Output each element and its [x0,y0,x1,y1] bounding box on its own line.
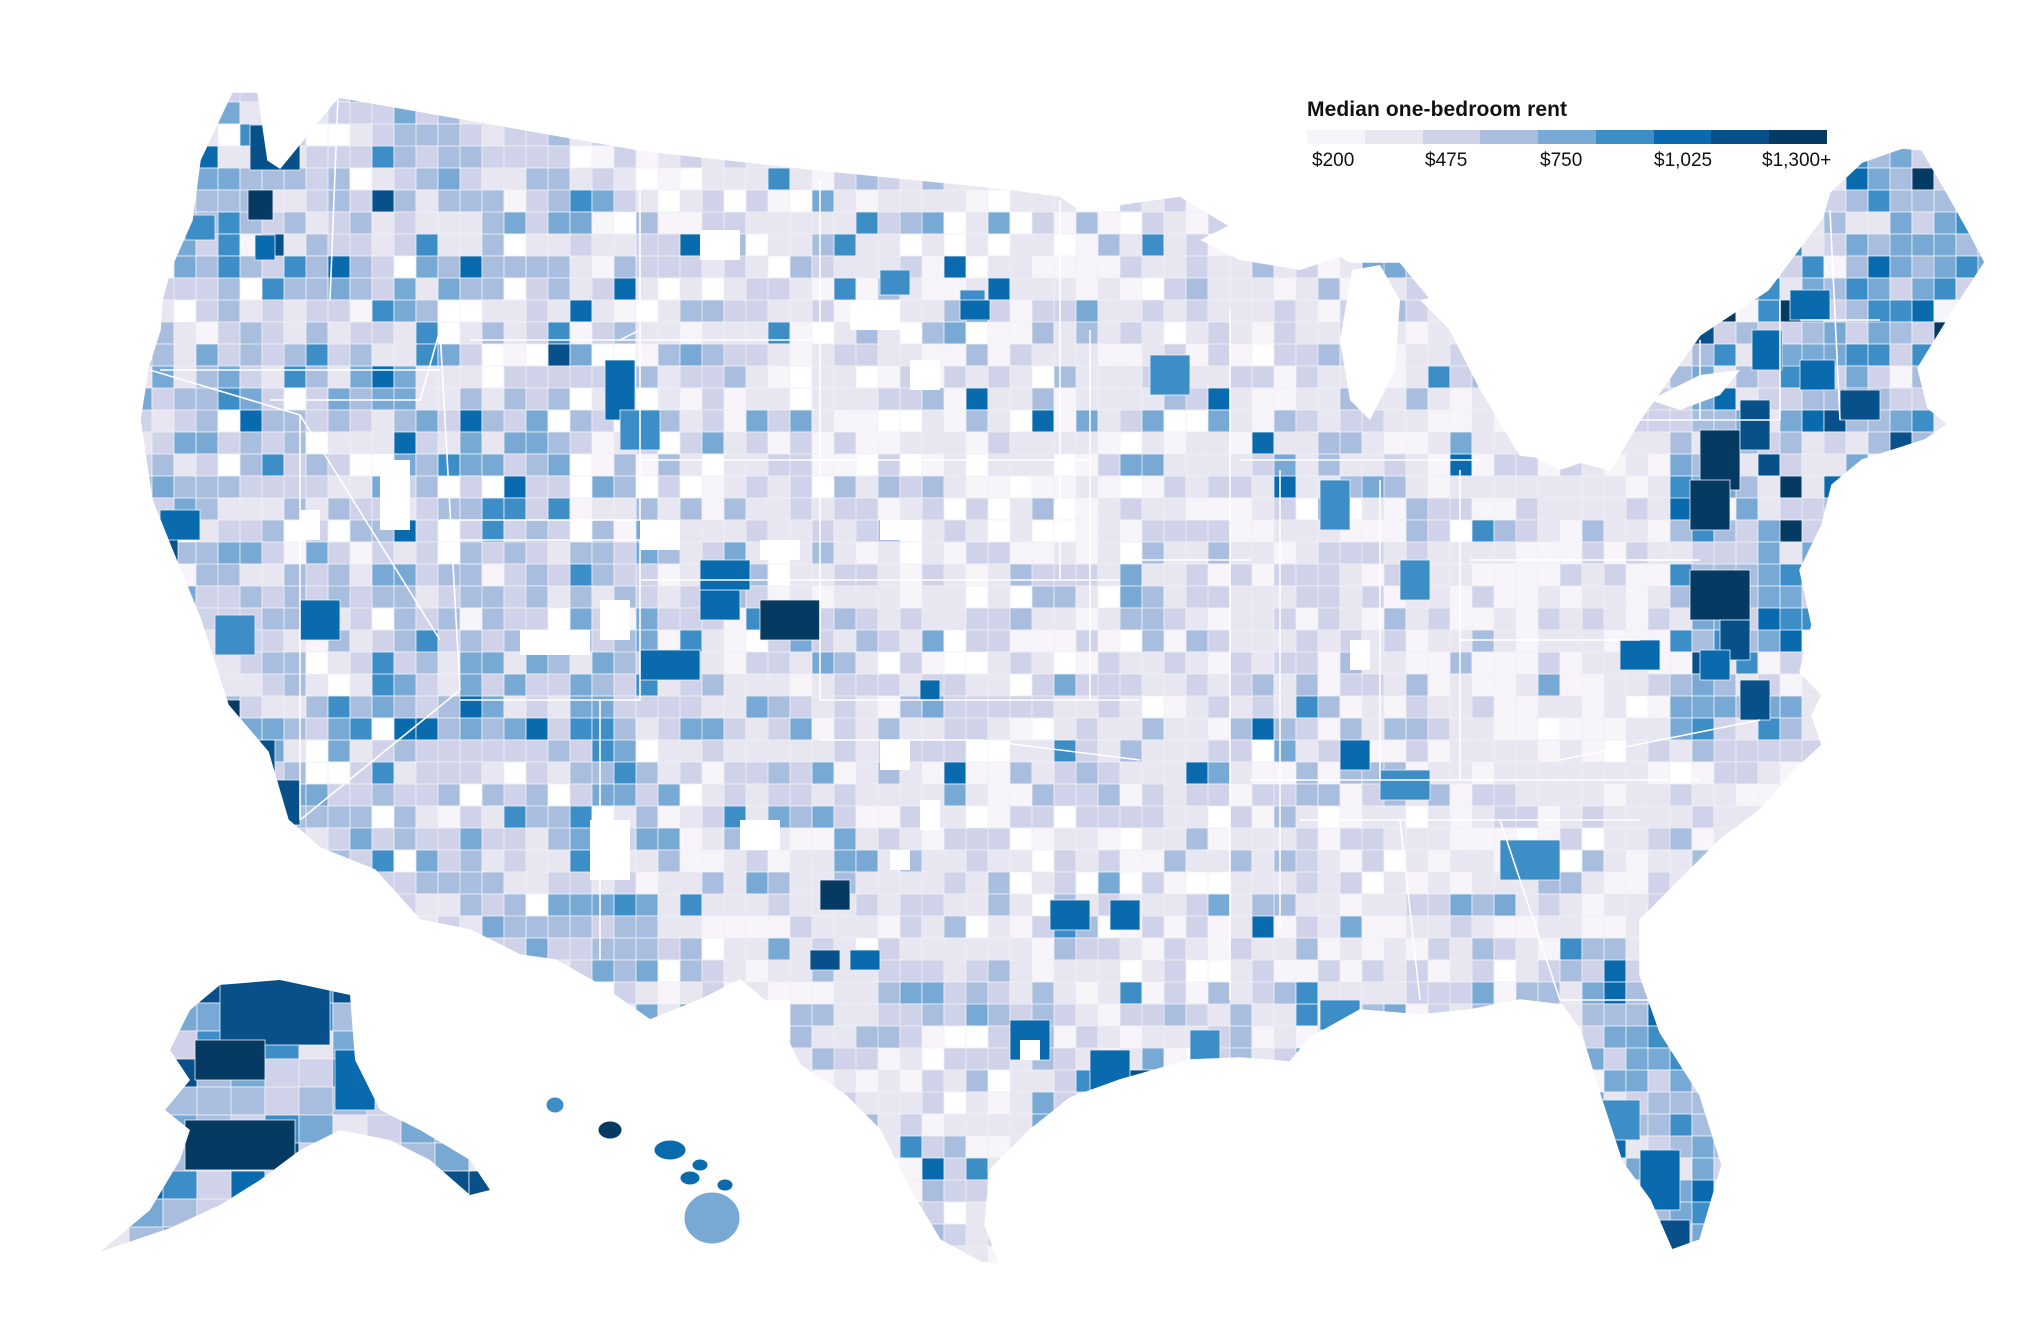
legend-swatch-0 [1307,130,1365,144]
legend-tick-1025: $1,025 [1654,150,1713,171]
legend-tick-200: $200 [1312,150,1355,171]
legend-swatch-8 [1769,130,1828,144]
legend-swatch-4 [1538,130,1596,144]
legend-swatch-1 [1364,130,1423,144]
legend-swatch-2 [1422,130,1481,144]
contiguous-us-outline [139,91,1986,1266]
legend-swatch-3 [1480,130,1539,144]
legend-tick-475: $475 [1425,150,1468,171]
color-legend: Median one-bedroom rent $200 $475 $750 $… [1307,98,1847,176]
legend-swatch-7 [1711,130,1770,144]
legend-swatch-5 [1595,130,1654,144]
legend-tick-750: $750 [1540,150,1583,171]
state-borders [149,96,1880,1001]
alaska [100,980,490,1252]
legend-tick-1300: $1,300+ [1762,150,1832,171]
legend-tick-labels: $200 $475 $750 $1,025 $1,300+ [1307,150,1847,176]
great-lakes [1200,210,1740,470]
hawaii [545,1096,741,1245]
legend-title: Median one-bedroom rent [1307,98,1568,121]
legend-color-bar [1307,130,1828,144]
legend-swatch-6 [1653,130,1712,144]
